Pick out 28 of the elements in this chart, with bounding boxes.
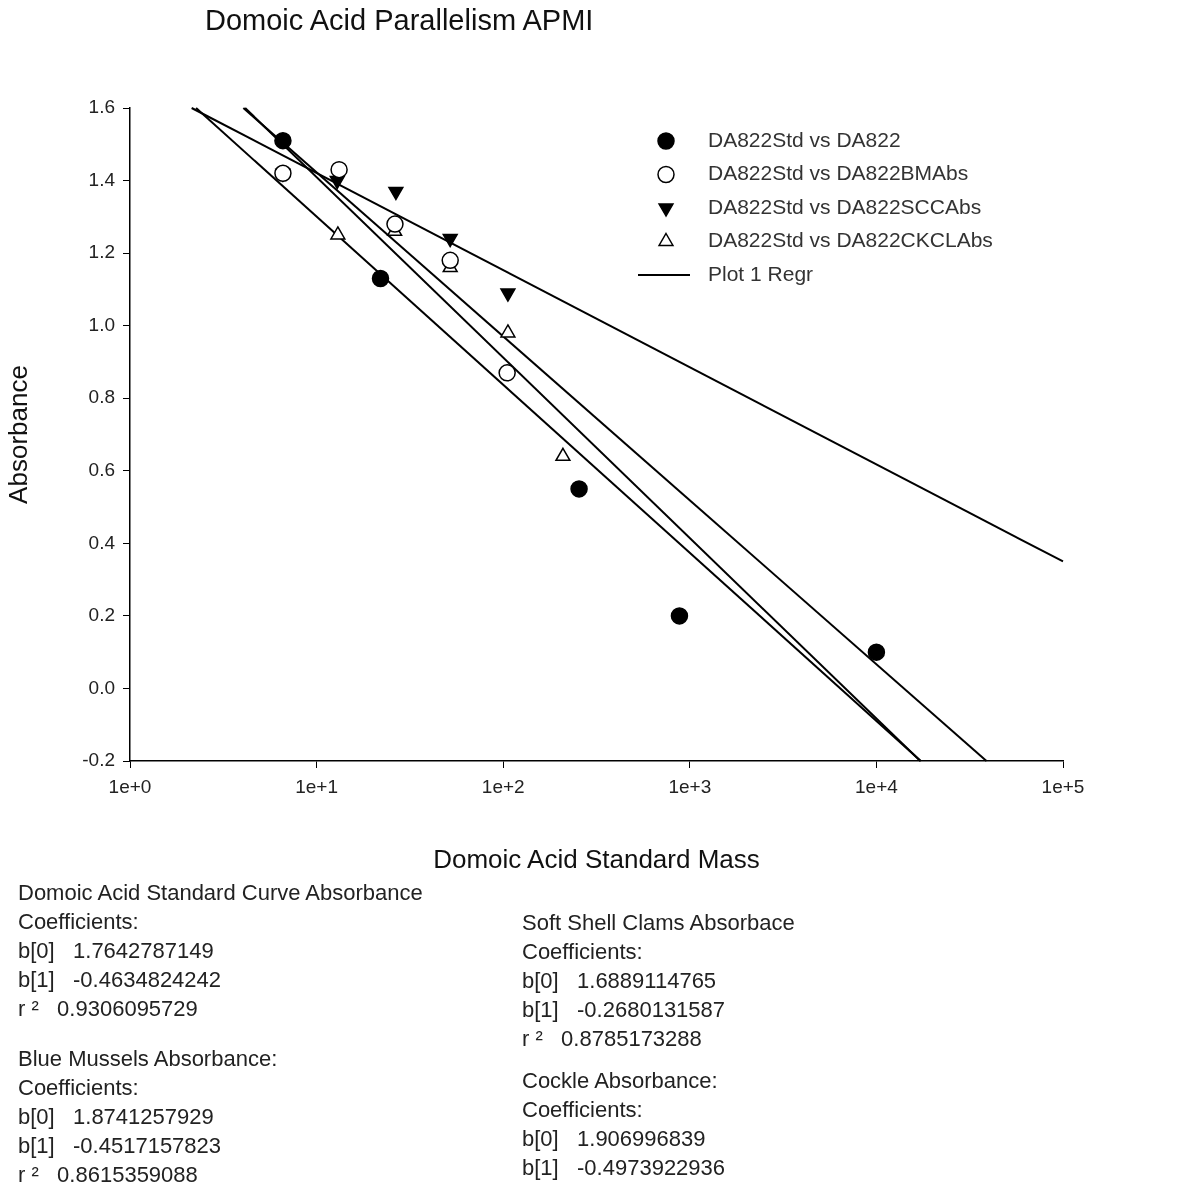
- y-tick-label: -0.2: [82, 749, 115, 771]
- y-axis-title: Absorbance: [2, 365, 33, 504]
- y-tick-label: 0.0: [88, 676, 115, 698]
- x-tick-label: 1e+3: [668, 775, 712, 797]
- legend-label: DA822Std vs DA822CKCLAbs: [708, 228, 993, 252]
- x-tick-label: 1e+1: [295, 775, 338, 797]
- legend-label: DA822Std vs DA822BMAbs: [708, 161, 969, 185]
- y-tick-label: 0.8: [88, 386, 115, 408]
- y-tick-label: 1.4: [88, 168, 116, 190]
- y-tick-label: 1.0: [88, 313, 115, 335]
- y-tick-label: 0.6: [88, 459, 115, 481]
- y-tick-label: 0.2: [88, 604, 115, 626]
- text: Soft Shell Clams Absorbace Coefficients: b[0] 1.6889114765 b[1] -0.2680131587 r ² 0.8785173288: [522, 909, 795, 1053]
- x-tick-label: 1e+2: [481, 775, 525, 797]
- chart-title: Domoic Acid Parallelism APMI: [205, 4, 594, 37]
- text: Domoic Acid Standard Curve Absorbance Coefficients: b[0] 1.7642787149 b[1] -0.4634824242 r ² 0.9306095729: [18, 879, 423, 1023]
- y-tick-label: 1.6: [88, 96, 115, 118]
- x-tick-label: 1e+4: [855, 775, 899, 797]
- legend-label: Plot 1 Regr: [708, 261, 814, 285]
- y-tick-label: 1.2: [88, 241, 115, 263]
- legend-label: DA822Std vs DA822: [708, 127, 901, 151]
- x-tick-label: 1e+5: [1041, 775, 1085, 797]
- x-tick-label: 1e+0: [108, 775, 152, 797]
- y-tick-label: 0.4: [88, 531, 116, 553]
- legend-label: DA822Std vs DA822SCCAbs: [708, 194, 982, 218]
- text: Cockle Absorbance: Coefficients: b[0] 1.906996839 b[1] -0.4973922936: [522, 1067, 726, 1182]
- text: Blue Mussels Absorbance: Coefficients: b[0] 1.8741257929 b[1] -0.4517157823 r ² 0.8615359088: [18, 1045, 278, 1189]
- x-axis-title: Domoic Acid Standard Mass: [433, 843, 760, 874]
